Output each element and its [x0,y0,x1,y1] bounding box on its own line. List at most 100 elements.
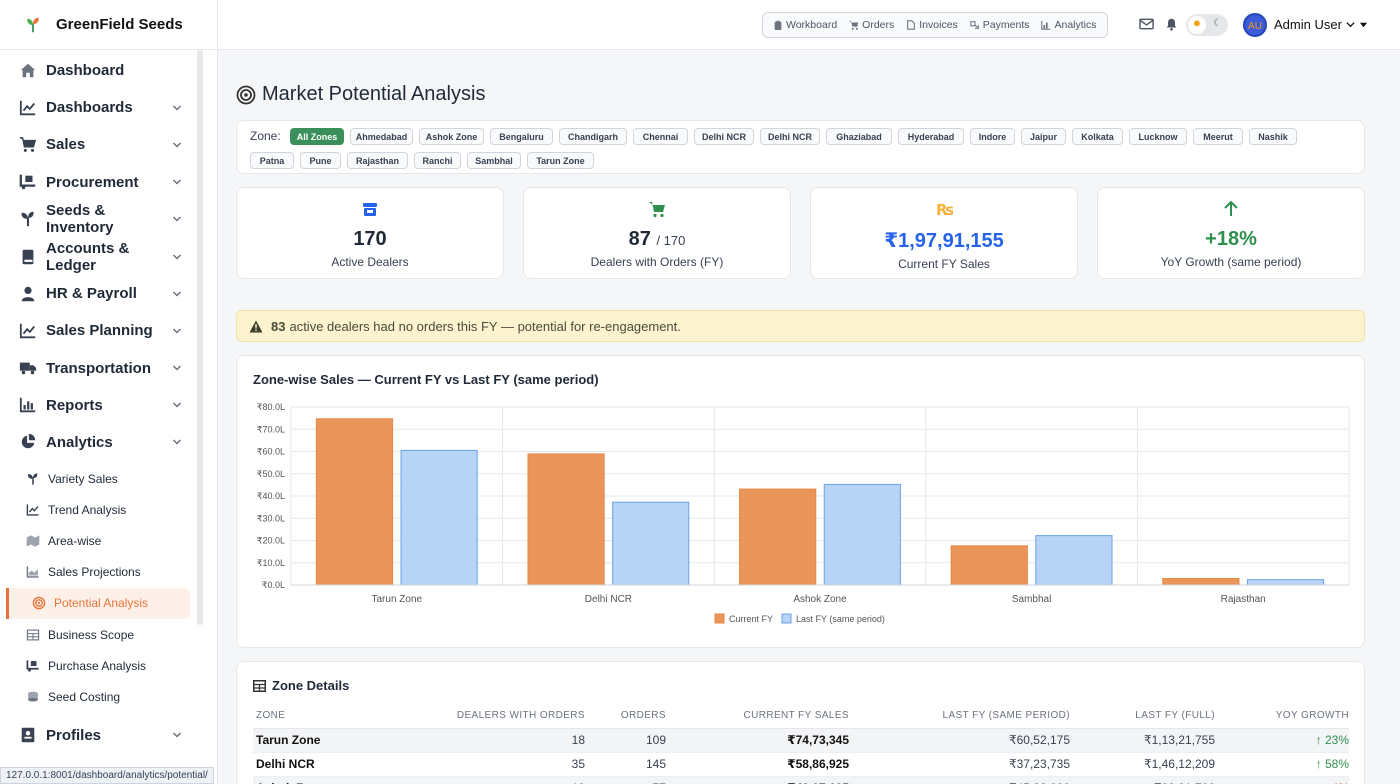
zone-chip-ghaziabad[interactable]: Ghaziabad [826,128,892,145]
bar-current-fy[interactable] [1162,578,1240,586]
brand[interactable]: GreenField Seeds [0,0,217,50]
bar-last-fy[interactable] [1035,535,1113,586]
y-tick-label: ₹70.0L [257,424,285,434]
bar-current-fy[interactable] [950,545,1028,586]
zone-chip-bengaluru[interactable]: Bengaluru [490,128,553,145]
payments-icon [970,21,979,29]
zone-chip-ahmedabad[interactable]: Ahmedabad [350,128,413,145]
zone-chip-nashik[interactable]: Nashik [1249,128,1297,145]
sidebar-item-reports[interactable]: Reports [0,387,196,424]
sidebar-item-label: Accounts & Ledger [46,239,130,274]
brand-name: GreenField Seeds [56,16,183,33]
id-card-icon [21,727,35,743]
bar-current-fy[interactable] [315,418,394,586]
zone-chip-hyderabad[interactable]: Hyderabad [898,128,964,145]
zone-chip-indore[interactable]: Indore [970,128,1015,145]
bar-last-fy[interactable] [823,483,901,586]
table-cell: ₹60,52,175 [849,728,1070,753]
sidebar-subitem-label: Seed Costing [48,689,121,704]
zone-chip-delhi-ncr[interactable]: Delhi NCR [760,128,820,145]
sidebar-item-label: Transportation [46,359,152,377]
table-row[interactable]: Ashok Zone1977₹43,07,105₹45,22,000₹90,91… [253,776,1349,784]
quick-link-invoices[interactable]: Invoices [900,19,964,31]
bar-last-fy[interactable] [612,501,690,586]
y-tick-label: ₹20.0L [257,536,285,546]
zone-chip-ashok-zone[interactable]: Ashok Zone [419,128,484,145]
zone-chip-chandigarh[interactable]: Chandigarh [559,128,627,145]
zone-chip-chennai[interactable]: Chennai [633,128,688,145]
chevron-down-icon [1346,22,1355,28]
zone-chip-rajasthan[interactable]: Rajasthan [347,152,408,169]
sidebar-subitem-area-wise[interactable]: Area-wise [0,525,190,556]
quick-link-workboard[interactable]: Workboard [767,19,843,31]
table-cell: ↓ 4% [1215,776,1349,784]
sidebar-item-label: Seeds & Inventory [46,202,114,237]
analytics-submenu: Variety Sales Trend Analysis Area-wise Sale… [0,463,196,713]
bar-current-fy[interactable] [527,453,605,586]
envelope-icon[interactable] [1139,17,1154,31]
y-tick-label: ₹10.0L [257,558,285,568]
zone-chip-sambhal[interactable]: Sambhal [467,152,521,169]
sidebar-item-procurement[interactable]: Procurement [0,164,196,201]
zone-chip-jaipur[interactable]: Jaipur [1021,128,1066,145]
sidebar-item-analytics[interactable]: Analytics [0,424,196,461]
sidebar-subitem-business-scope[interactable]: Business Scope [0,619,190,650]
sidebar-item-sales[interactable]: Sales [0,126,196,163]
stat-card-1: 170 Active Dealers [236,187,504,279]
stat-value: 170 [237,228,503,251]
zone-chip-kolkata[interactable]: Kolkata [1072,128,1123,145]
table-row[interactable]: Delhi NCR 35 145 ₹58,86,925 ₹37,23,735 ₹1,46,… [253,752,1349,777]
y-tick-label: ₹40.0L [257,491,285,501]
sidebar-item-accounts-ledger[interactable]: Accounts & Ledger [0,238,196,275]
sidebar-subitem-purchase-analysis[interactable]: Purchase Analysis [0,650,190,681]
moon-icon: ☾ [1213,18,1222,29]
sidebar-item-profiles[interactable]: Profiles [0,717,196,754]
zone-chip-patna[interactable]: Patna [250,152,294,169]
sidebar-subitem-sales-projections[interactable]: Sales Projections [0,557,190,588]
zone-chip-lucknow[interactable]: Lucknow [1129,128,1187,145]
column-header: Zone [253,704,403,729]
sidebar-item-dashboards[interactable]: Dashboards [0,89,196,126]
quick-link-orders[interactable]: Orders [843,19,900,31]
table-cell: ₹37,23,735 [849,752,1070,777]
bar-last-fy[interactable] [400,449,478,586]
theme-toggle[interactable]: ✹ ☾ [1186,14,1228,36]
bullseye-icon [236,85,256,104]
sidebar-scrollbar[interactable] [197,50,203,625]
zone-chip-meerut[interactable]: Meerut [1193,128,1243,145]
sidebar-item-hr-payroll[interactable]: HR & Payroll [0,275,196,312]
quick-link-label: Payments [982,19,1030,31]
truck-loading-icon [26,660,39,672]
chart-area-icon [26,566,39,578]
bar-last-fy[interactable] [1246,579,1325,586]
sidebar-item-seeds-inventory[interactable]: Seeds & Inventory [0,201,196,238]
sidebar-subitem-potential-analysis[interactable]: Potential Analysis [6,587,190,619]
quick-link-analytics[interactable]: Analytics [1035,19,1102,31]
quick-link-payments[interactable]: Payments [964,19,1036,31]
svg-text:₨: ₨ [936,201,953,218]
chevron-down-icon [172,365,182,371]
y-tick-label: ₹50.0L [257,469,285,479]
zone-chip-all-zones[interactable]: All Zones [290,128,344,145]
table-row[interactable]: Tarun Zone 18 109 ₹74,73,345 ₹60,52,175 ₹1,13… [253,728,1349,753]
sidebar-item-sales-planning[interactable]: Sales Planning [0,312,196,349]
sidebar-subitem-seed-costing[interactable]: Seed Costing [0,681,190,712]
zone-chip-delhi-ncr[interactable]: Delhi NCR [694,128,754,145]
bar-current-fy[interactable] [739,488,817,586]
sidebar-subitem-variety-sales[interactable]: Variety Sales [0,463,190,494]
sidebar-subitem-trend-analysis[interactable]: Trend Analysis [0,494,190,525]
stat-number: 87 [628,228,651,250]
avatar[interactable]: AU [1243,13,1267,37]
bell-icon[interactable] [1164,17,1179,31]
zone-chip-tarun-zone[interactable]: Tarun Zone [527,152,594,169]
chevron-down-icon [172,105,182,111]
zone-chip-ranchi[interactable]: Ranchi [414,152,461,169]
sidebar-item-transportation[interactable]: Transportation [0,350,196,387]
zone-details-card: Zone Details Zone Dealers with Orders Orde… [236,661,1365,784]
zone-chip-pune[interactable]: Pune [300,152,341,169]
y-tick-label: ₹80.0L [257,402,285,412]
file-icon [907,20,916,30]
sidebar-item-dashboard[interactable]: Dashboard [0,52,196,89]
sidebar-nav: Dashboard Dashboards Sales Procurement Seeds… [0,52,196,754]
user-menu[interactable]: Admin User [1274,17,1368,32]
